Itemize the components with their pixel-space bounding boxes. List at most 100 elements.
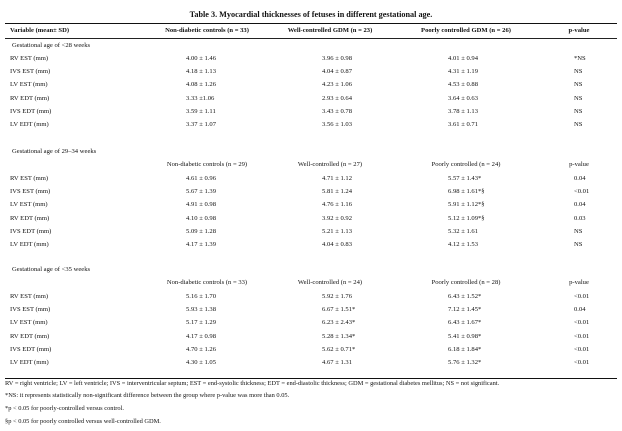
row-poorly-controlled-value: 5.76 ± 1.32* [448,359,482,366]
row-pvalue: *NS [574,55,586,62]
footnote: RV = right ventricle; LV = left ventricl… [5,380,500,387]
row-well-controlled-value: 3.96 ± 0.98 [322,55,352,62]
table-row: LV EST (mm) 4.08 ± 1.26 4.23 ± 1.06 4.53 ± … [0,79,622,91]
row-pvalue: <0.01 [574,345,590,353]
section-title: Gestational age of <35 weeks [0,264,622,276]
row-variable: IVS EST (mm) [10,306,51,314]
table-row: IVS EDT (mm) 3.59 ± 1.11 3.43 ± 0.78 3.78 ±… [0,106,622,118]
row-variable: LV EST (mm) [10,201,48,209]
table-row: LV EST (mm) 4.91 ± 0.98 4.76 ± 1.16 5.91 ± … [0,199,622,211]
row-poorly-controlled-value: 6.98 ± 1.61*§ [448,188,485,196]
subheader-col2: Well-controlled (n = 27) [297,161,363,168]
row-variable: IVS EDT (mm) [10,227,52,235]
section-title: Gestational age of 29–34 weeks [0,146,622,158]
table-row: IVS EDT (mm) 5.09 ± 1.28 5.21 ± 1.13 5.32 ±… [0,226,622,238]
row-variable: RV EDT (mm) [10,332,50,340]
row-control-value: 4.00 ± 1.46 [186,55,216,62]
row-poorly-controlled-value: 4.53 ± 0.88 [448,81,478,89]
row-variable: RV EST (mm) [10,293,49,300]
row-variable: RV EST (mm) [10,175,49,182]
section-title-text: Gestational age of <28 weeks [12,42,91,49]
table-row: IVS EST (mm) 5.93 ± 1.38 6.67 ± 1.51* 7.12 … [0,304,622,316]
row-pvalue: NS [574,227,583,235]
row-control-value: 4.17 ± 0.98 [186,332,216,340]
row-poorly-controlled-value: 3.64 ± 0.63 [448,94,478,102]
section-title-text: Gestational age of 29–34 weeks [12,148,97,155]
row-well-controlled-value: 5.92 ± 1.76 [322,293,352,300]
row-well-controlled-value: 4.71 ± 1.12 [322,175,352,182]
row-pvalue: NS [574,94,583,102]
table-row: RV EDT (mm) 4.10 ± 0.98 3.92 ± 0.92 5.12 ± … [0,213,622,225]
row-control-value: 5.67 ± 1.39 [186,188,216,196]
row-variable: LV EDT (mm) [10,121,49,128]
row-pvalue: NS [574,81,583,89]
table-row: RV EDT (mm) 3.33 ±1.06 2.93 ± 0.64 3.64 ± 0… [0,93,622,105]
row-well-controlled-value: 5.28 ± 1.34* [322,332,356,340]
row-well-controlled-value: 4.04 ± 0.87 [322,68,352,76]
header-col3: Poorly controlled GDM (n = 26) [421,27,511,34]
row-control-value: 5.93 ± 1.38 [186,306,216,314]
row-poorly-controlled-value: 4.31 ± 1.19 [448,68,478,76]
row-variable: LV EDT (mm) [10,359,49,366]
header-variable: Variable (mean± SD) [10,27,70,34]
row-poorly-controlled-value: 5.57 ± 1.43* [448,175,482,182]
header-rule [5,38,617,39]
row-well-controlled-value: 6.23 ± 2.43* [322,319,356,327]
row-control-value: 4.10 ± 0.98 [186,214,216,222]
row-poorly-controlled-value: 4.01 ± 0.94 [448,55,478,62]
footnote: *NS: it represents statistically non-sig… [5,392,290,399]
subheader-col2: Well-controlled (n = 24) [297,279,363,286]
subheader-pvalue: p-value [569,279,589,286]
table-row: LV EDT (mm) 4.17 ± 1.39 4.04 ± 0.83 4.12 ± … [0,239,622,251]
row-control-value: 3.37 ± 1.07 [186,121,216,128]
row-pvalue: NS [574,68,583,76]
row-pvalue: 0.04 [574,306,586,314]
subheader-col3: Poorly controlled (n = 28) [431,279,501,286]
row-poorly-controlled-value: 3.61 ± 0.71 [448,121,478,128]
row-control-value: 4.61 ± 0.96 [186,175,216,182]
row-variable: IVS EST (mm) [10,68,51,76]
row-control-value: 4.18 ± 1.13 [186,68,216,76]
footnote: *p < 0.05 for poorly-controlled versus c… [5,405,124,412]
row-pvalue: NS [574,107,583,115]
table-row: IVS EST (mm) 4.18 ± 1.13 4.04 ± 0.87 4.31 ±… [0,66,622,78]
table-row: LV EST (mm) 5.17 ± 1.29 6.23 ± 2.43* 6.43 ±… [0,317,622,329]
table-row: RV EDT (mm) 4.17 ± 0.98 5.28 ± 1.34* 5.41 ±… [0,331,622,343]
table-caption: Table 3. Myocardial thicknesses of fetus… [189,10,433,19]
section-subheader-row: Non-diabetic controls (n = 33) Well-contr… [0,277,622,289]
row-poorly-controlled-value: 6.18 ± 1.84* [448,345,482,353]
row-pvalue: 0.04 [574,175,586,182]
row-control-value: 5.09 ± 1.28 [186,227,216,235]
row-pvalue: 0.04 [574,201,586,209]
row-poorly-controlled-value: 4.12 ± 1.53 [448,241,478,248]
section-subheader-row: Non-diabetic controls (n = 29) Well-contr… [0,159,622,171]
row-pvalue: <0.01 [574,188,590,196]
row-variable: RV EDT (mm) [10,214,50,222]
table-row: RV EST (mm) 4.00 ± 1.46 3.96 ± 0.98 4.01 ± … [0,53,622,65]
row-pvalue: <0.01 [574,319,590,327]
row-well-controlled-value: 4.04 ± 0.83 [322,241,352,248]
table-row: IVS EST (mm) 5.67 ± 1.39 5.81 ± 1.24 6.98 ±… [0,186,622,198]
row-poorly-controlled-value: 6.43 ± 1.52* [448,293,482,300]
row-pvalue: 0.03 [574,214,586,222]
row-pvalue: NS [574,121,583,128]
row-control-value: 3.33 ±1.06 [186,94,215,102]
row-control-value: 5.16 ± 1.70 [186,293,216,300]
row-well-controlled-value: 4.67 ± 1.31 [322,359,352,366]
row-poorly-controlled-value: 5.41 ± 0.98* [448,332,482,340]
row-poorly-controlled-value: 6.43 ± 1.67* [448,319,482,327]
row-well-controlled-value: 6.67 ± 1.51* [322,306,356,314]
row-control-value: 5.17 ± 1.29 [186,319,216,327]
table-row: LV EDT (mm) 4.30 ± 1.05 4.67 ± 1.31 5.76 ± … [0,357,622,369]
row-pvalue: <0.01 [574,359,590,366]
header-col1: Non-diabetic controls (n = 33) [165,27,249,34]
row-poorly-controlled-value: 5.12 ± 1.09*§ [448,214,485,222]
subheader-col1: Non-diabetic controls (n = 33) [166,279,248,286]
section-title: Gestational age of <28 weeks [0,40,622,52]
row-pvalue: NS [574,241,583,248]
row-variable: LV EST (mm) [10,319,48,327]
table-row: RV EST (mm) 4.61 ± 0.96 4.71 ± 1.12 5.57 ± … [0,173,622,185]
row-control-value: 4.30 ± 1.05 [186,359,216,366]
row-variable: IVS EST (mm) [10,188,51,196]
row-poorly-controlled-value: 7.12 ± 1.45* [448,306,482,314]
